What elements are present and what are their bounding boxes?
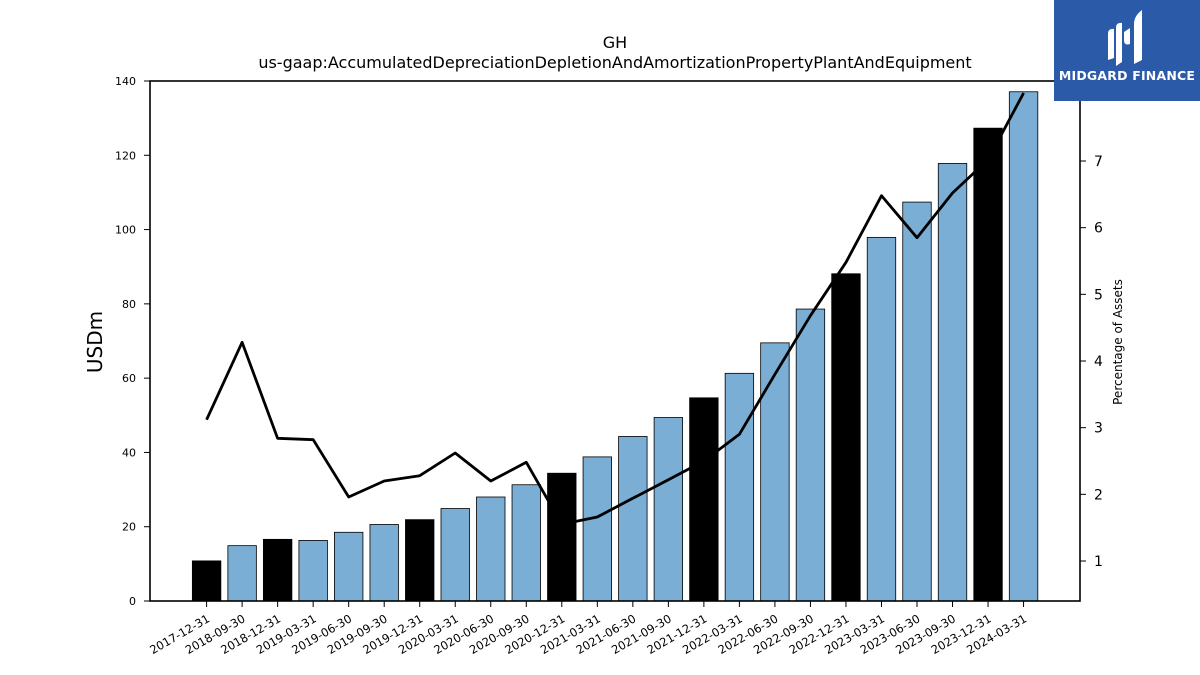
- midgard-finance-logo: MIDGARD FINANCE: [1054, 0, 1200, 101]
- y2-axis-label: Percentage of Assets: [1111, 279, 1125, 405]
- bar-2023-06-30: [902, 201, 932, 602]
- bar-2020-06-30: [476, 496, 506, 602]
- y-axis-label: USDm: [83, 311, 107, 373]
- bar-2021-06-30: [618, 436, 648, 602]
- logo-mark-icon: [1108, 10, 1142, 66]
- y2-tick-label: 7: [1094, 154, 1103, 170]
- y2-tick-label: 2: [1094, 487, 1103, 503]
- y2-tick-label: 3: [1094, 421, 1103, 437]
- y-tick-label: 0: [129, 595, 136, 608]
- y-tick-label: 120: [115, 149, 136, 162]
- bar-2023-09-30: [937, 163, 968, 602]
- line-group: [205, 92, 1025, 526]
- bar-2021-09-30: [653, 417, 684, 602]
- y-tick-label: 140: [115, 75, 136, 88]
- y-tick-label: 20: [122, 521, 136, 534]
- bar-2022-03-31: [724, 372, 755, 602]
- y2-tick-label: 4: [1094, 354, 1103, 370]
- chart-subtitle: us-gaap:AccumulatedDepreciationDepletion…: [258, 53, 971, 72]
- bar-2019-06-30: [334, 531, 364, 602]
- y-tick-label: 40: [122, 446, 136, 459]
- logo-text: MIDGARD FINANCE: [1058, 68, 1196, 83]
- y-tick-label: 80: [122, 298, 136, 311]
- percentage-of-assets-line: [205, 92, 1025, 526]
- bar-2021-03-31: [582, 456, 612, 602]
- bar-2023-03-31: [866, 236, 897, 602]
- bar-2020-12-31: [547, 472, 577, 602]
- bars-group: [191, 91, 1039, 602]
- bar-2023-12-31: [973, 127, 1003, 602]
- y2-tick-label: 6: [1094, 221, 1103, 237]
- bar-2024-03-31: [1008, 91, 1039, 602]
- bar-2022-12-31: [831, 273, 861, 602]
- y2-tick-label: 1: [1094, 554, 1103, 570]
- chart-title: GH: [603, 33, 627, 52]
- bar-2019-12-31: [405, 519, 435, 602]
- y-tick-label: 100: [115, 224, 136, 237]
- bar-2021-12-31: [689, 397, 719, 602]
- bar-2018-12-31: [262, 538, 293, 602]
- bar-2020-03-31: [440, 508, 470, 602]
- bar-2019-03-31: [298, 540, 328, 602]
- y2-tick-label: 5: [1094, 287, 1103, 303]
- bar-2018-09-30: [227, 545, 257, 602]
- bar-2019-09-30: [369, 524, 399, 602]
- bar-2017-12-31: [191, 560, 222, 602]
- plot-frame: [149, 80, 1081, 602]
- y-tick-label: 60: [122, 372, 136, 385]
- bar-2022-09-30: [795, 308, 826, 602]
- bar-2020-09-30: [511, 484, 541, 602]
- bar-2022-06-30: [760, 342, 790, 602]
